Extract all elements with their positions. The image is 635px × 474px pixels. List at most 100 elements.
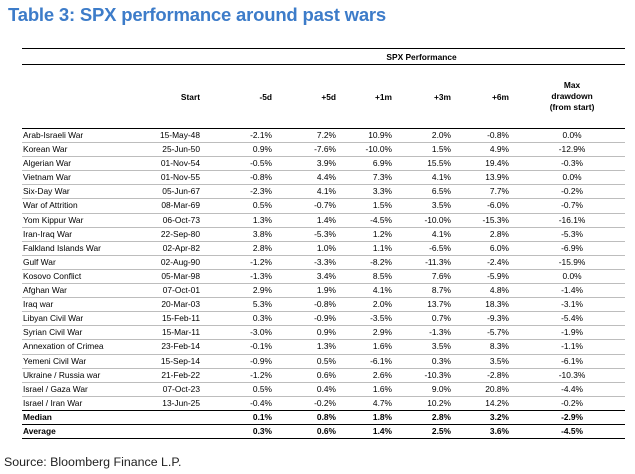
- cell-plus-5d: 3.9%: [282, 156, 346, 172]
- cell-start-date: 23-Feb-14: [154, 339, 218, 355]
- summary-cell-plus-5d: 0.8%: [282, 410, 346, 425]
- cell-plus-6m: -2.4%: [461, 255, 519, 270]
- cell-start-date: 25-Jun-50: [154, 142, 218, 158]
- cell-start-date: 01-Nov-55: [154, 170, 218, 186]
- cell-max-drawdown: -0.3%: [519, 156, 626, 172]
- cell-plus-6m: -15.3%: [461, 213, 519, 228]
- table-row: Falkland Islands War 02-Apr-82 2.8% 1.0% 1.1…: [22, 241, 626, 256]
- cell-war-name: Ukraine / Russia war: [22, 368, 154, 383]
- cell-war-name: War of Attrition: [22, 198, 154, 214]
- cell-start-date: 02-Apr-82: [154, 241, 218, 256]
- cell-plus-1m: 10.9%: [346, 128, 402, 144]
- cell-plus-3m: 0.3%: [402, 354, 461, 369]
- table-row: Iran-Iraq War 22-Sep-80 3.8% -5.3% 1.2% 4.1% 2…: [22, 227, 626, 242]
- table-row: Vietnam War 01-Nov-55 -0.8% 4.4% 7.3% 4.1% 13.…: [22, 170, 626, 186]
- cell-max-drawdown: -0.7%: [519, 198, 626, 214]
- cell-minus-5d: -0.8%: [218, 170, 282, 186]
- cell-max-drawdown: -5.4%: [519, 311, 626, 327]
- cell-war-name: Gulf War: [22, 255, 154, 270]
- cell-plus-3m: -10.3%: [402, 368, 461, 383]
- cell-plus-1m: 1.1%: [346, 241, 402, 256]
- cell-plus-3m: -10.0%: [402, 213, 461, 228]
- cell-war-name: Yemeni Civil War: [22, 354, 154, 369]
- cell-plus-5d: 0.5%: [282, 354, 346, 369]
- summary-row-median: Median 0.1% 0.8% 1.8% 2.8% 3.2% -2.9%: [22, 410, 626, 425]
- cell-war-name: Iran-Iraq War: [22, 227, 154, 242]
- summary-cell-plus-3m: 2.5%: [402, 424, 461, 439]
- summary-cell-plus-6m: 3.2%: [461, 410, 519, 425]
- table-row: Libyan Civil War 15-Feb-11 0.3% -0.9% -3.5% 0…: [22, 311, 626, 327]
- cell-start-date: 21-Feb-22: [154, 368, 218, 383]
- cell-plus-1m: 6.9%: [346, 156, 402, 172]
- summary-cell-minus-5d: 0.1%: [218, 410, 282, 425]
- cell-start-date: 07-Oct-23: [154, 382, 218, 397]
- column-header-minus-5d: -5d: [218, 64, 282, 129]
- cell-plus-3m: 4.1%: [402, 170, 461, 186]
- cell-max-drawdown: 0.0%: [519, 269, 626, 285]
- cell-plus-6m: 2.8%: [461, 227, 519, 242]
- cell-plus-6m: -2.8%: [461, 368, 519, 383]
- cell-plus-5d: 1.3%: [282, 339, 346, 355]
- cell-plus-1m: -3.5%: [346, 311, 402, 327]
- cell-max-drawdown: -1.4%: [519, 283, 626, 299]
- cell-plus-6m: 4.8%: [461, 283, 519, 299]
- cell-war-name: Six-Day War: [22, 184, 154, 200]
- cell-minus-5d: -1.2%: [218, 368, 282, 383]
- summary-cell-plus-1m: 1.4%: [346, 424, 402, 439]
- cell-max-drawdown: -4.4%: [519, 382, 626, 397]
- cell-war-name: Korean War: [22, 142, 154, 158]
- cell-war-name: Kosovo Conflict: [22, 269, 154, 285]
- cell-minus-5d: -3.0%: [218, 325, 282, 341]
- cell-plus-1m: 8.5%: [346, 269, 402, 285]
- cell-plus-3m: 4.1%: [402, 227, 461, 242]
- cell-start-date: 22-Sep-80: [154, 227, 218, 242]
- cell-plus-1m: -10.0%: [346, 142, 402, 158]
- cell-plus-3m: 15.5%: [402, 156, 461, 172]
- cell-minus-5d: -2.3%: [218, 184, 282, 200]
- cell-plus-1m: 4.1%: [346, 283, 402, 299]
- cell-max-drawdown: -15.9%: [519, 255, 626, 270]
- cell-plus-6m: 7.7%: [461, 184, 519, 200]
- cell-minus-5d: -0.9%: [218, 354, 282, 369]
- cell-plus-6m: 4.9%: [461, 142, 519, 158]
- cell-start-date: 05-Jun-67: [154, 184, 218, 200]
- cell-start-date: 02-Aug-90: [154, 255, 218, 270]
- cell-plus-3m: -11.3%: [402, 255, 461, 270]
- cell-max-drawdown: -0.2%: [519, 396, 626, 411]
- column-header-plus-5d: +5d: [282, 64, 346, 129]
- cell-plus-1m: 2.0%: [346, 297, 402, 313]
- cell-minus-5d: -0.5%: [218, 156, 282, 172]
- cell-start-date: 15-Mar-11: [154, 325, 218, 341]
- cell-plus-5d: -0.2%: [282, 396, 346, 411]
- cell-plus-5d: 3.4%: [282, 269, 346, 285]
- cell-minus-5d: 2.8%: [218, 241, 282, 256]
- cell-plus-3m: 9.0%: [402, 382, 461, 397]
- cell-war-name: Annexation of Crimea: [22, 339, 154, 355]
- cell-plus-1m: 3.3%: [346, 184, 402, 200]
- cell-war-name: Falkland Islands War: [22, 241, 154, 256]
- cell-minus-5d: -0.4%: [218, 396, 282, 411]
- summary-cell-minus-5d: 0.3%: [218, 424, 282, 439]
- cell-plus-5d: 0.9%: [282, 325, 346, 341]
- cell-minus-5d: -1.2%: [218, 255, 282, 270]
- cell-plus-5d: -5.3%: [282, 227, 346, 242]
- cell-plus-1m: -4.5%: [346, 213, 402, 228]
- cell-plus-6m: 18.3%: [461, 297, 519, 313]
- cell-plus-3m: 8.7%: [402, 283, 461, 299]
- cell-max-drawdown: -12.9%: [519, 142, 626, 158]
- cell-minus-5d: -0.1%: [218, 339, 282, 355]
- cell-plus-5d: -0.8%: [282, 297, 346, 313]
- cell-plus-3m: 13.7%: [402, 297, 461, 313]
- cell-plus-5d: 7.2%: [282, 128, 346, 144]
- cell-plus-3m: 7.6%: [402, 269, 461, 285]
- cell-plus-3m: 2.0%: [402, 128, 461, 144]
- cell-plus-6m: 6.0%: [461, 241, 519, 256]
- cell-plus-5d: 1.0%: [282, 241, 346, 256]
- cell-plus-3m: -1.3%: [402, 325, 461, 341]
- cell-max-drawdown: -16.1%: [519, 213, 626, 228]
- cell-plus-1m: 7.3%: [346, 170, 402, 186]
- table-row: War of Attrition 08-Mar-69 0.5% -0.7% 1.5% 3.…: [22, 198, 626, 214]
- cell-max-drawdown: -1.1%: [519, 339, 626, 355]
- cell-plus-1m: 1.5%: [346, 198, 402, 214]
- cell-plus-1m: 2.6%: [346, 368, 402, 383]
